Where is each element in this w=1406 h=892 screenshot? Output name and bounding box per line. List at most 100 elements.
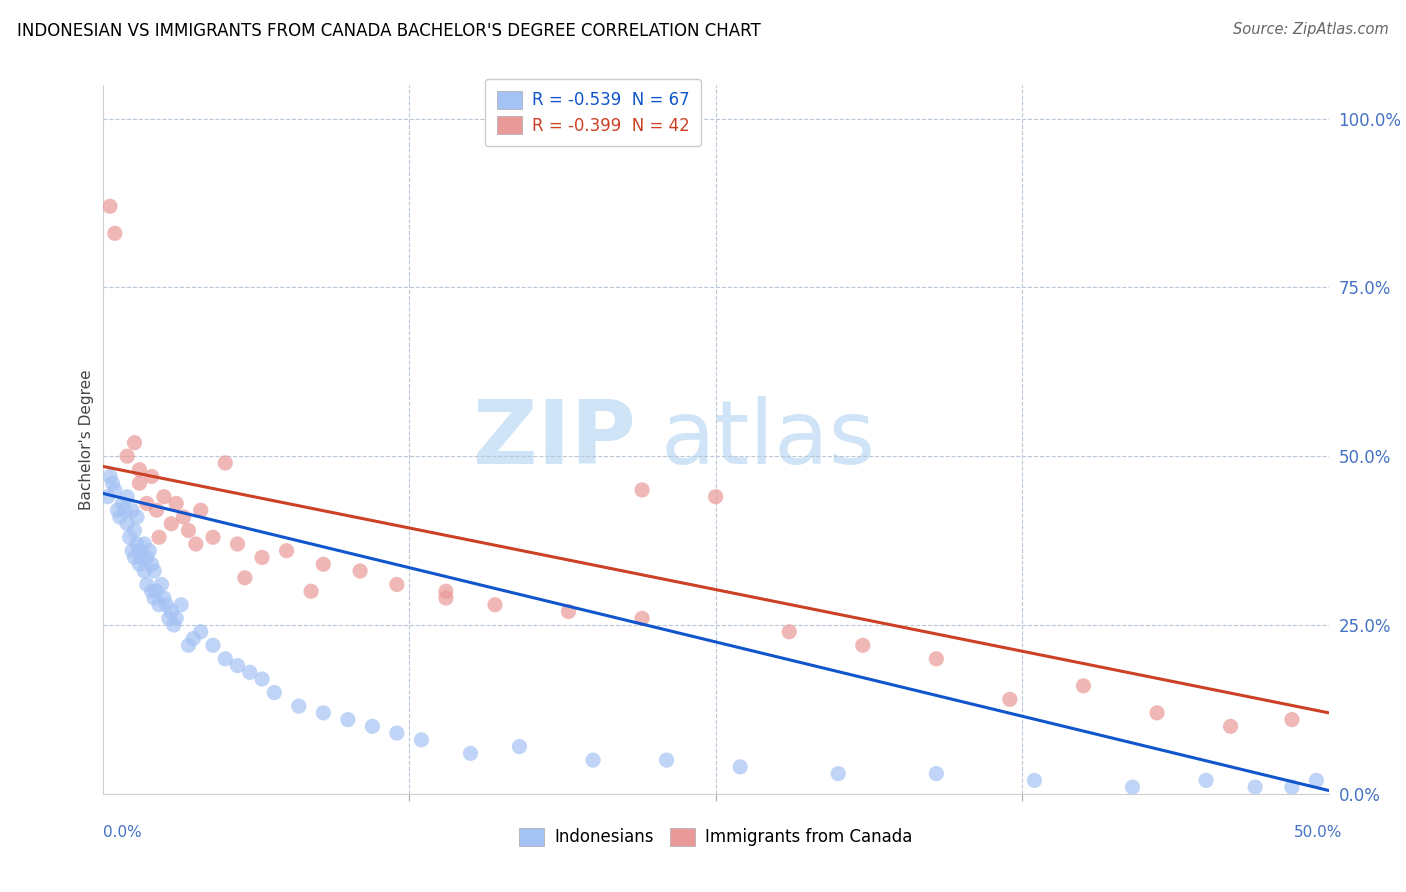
Point — [1073, 679, 1095, 693]
Point — [1024, 773, 1046, 788]
Point — [153, 490, 176, 504]
Point — [239, 665, 262, 680]
Point — [631, 483, 654, 497]
Point — [143, 591, 166, 605]
Y-axis label: Bachelor's Degree: Bachelor's Degree — [79, 369, 94, 509]
Point — [582, 753, 605, 767]
Point — [150, 577, 173, 591]
Point — [925, 652, 948, 666]
Point — [484, 598, 506, 612]
Point — [312, 558, 335, 572]
Point — [201, 530, 224, 544]
Point — [184, 537, 207, 551]
Point — [145, 503, 167, 517]
Point — [135, 550, 157, 565]
Point — [1281, 780, 1303, 794]
Point — [1146, 706, 1168, 720]
Legend: Indonesians, Immigrants from Canada: Indonesians, Immigrants from Canada — [512, 821, 920, 853]
Point — [263, 685, 285, 699]
Point — [115, 516, 138, 531]
Point — [226, 537, 249, 551]
Point — [214, 652, 236, 666]
Point — [160, 516, 183, 531]
Point — [128, 463, 150, 477]
Point — [118, 530, 141, 544]
Point — [250, 550, 273, 565]
Point — [201, 638, 224, 652]
Point — [157, 611, 180, 625]
Point — [124, 435, 146, 450]
Point — [385, 577, 408, 591]
Point — [148, 530, 170, 544]
Point — [233, 571, 256, 585]
Point — [124, 524, 146, 538]
Point — [557, 605, 579, 619]
Point — [108, 510, 131, 524]
Point — [728, 760, 751, 774]
Point — [135, 577, 157, 591]
Point — [143, 564, 166, 578]
Point — [288, 699, 311, 714]
Point — [852, 638, 875, 652]
Point — [1219, 719, 1241, 733]
Point — [115, 490, 138, 504]
Point — [101, 476, 124, 491]
Point — [138, 543, 160, 558]
Point — [145, 584, 167, 599]
Point — [141, 469, 163, 483]
Point — [121, 503, 143, 517]
Point — [183, 632, 205, 646]
Point — [131, 550, 153, 565]
Point — [434, 584, 457, 599]
Point — [361, 719, 384, 733]
Point — [190, 624, 212, 639]
Text: INDONESIAN VS IMMIGRANTS FROM CANADA BACHELOR'S DEGREE CORRELATION CHART: INDONESIAN VS IMMIGRANTS FROM CANADA BAC… — [17, 22, 761, 40]
Point — [704, 490, 727, 504]
Point — [163, 618, 186, 632]
Point — [165, 496, 187, 510]
Point — [1305, 773, 1327, 788]
Point — [925, 766, 948, 780]
Point — [125, 537, 148, 551]
Point — [226, 658, 249, 673]
Point — [134, 537, 156, 551]
Point — [349, 564, 371, 578]
Point — [778, 624, 800, 639]
Text: 50.0%: 50.0% — [1295, 825, 1343, 840]
Text: Source: ZipAtlas.com: Source: ZipAtlas.com — [1233, 22, 1389, 37]
Point — [125, 510, 148, 524]
Point — [104, 227, 127, 241]
Point — [177, 524, 200, 538]
Point — [1244, 780, 1267, 794]
Point — [214, 456, 236, 470]
Text: 0.0%: 0.0% — [103, 825, 142, 840]
Point — [299, 584, 322, 599]
Point — [128, 558, 150, 572]
Point — [115, 449, 138, 463]
Point — [128, 543, 150, 558]
Point — [141, 584, 163, 599]
Point — [141, 558, 163, 572]
Point — [998, 692, 1021, 706]
Point — [98, 469, 121, 483]
Point — [1195, 773, 1218, 788]
Point — [508, 739, 530, 754]
Point — [134, 564, 156, 578]
Point — [827, 766, 849, 780]
Text: atlas: atlas — [661, 396, 876, 483]
Point — [148, 598, 170, 612]
Point — [655, 753, 678, 767]
Text: ZIP: ZIP — [474, 396, 636, 483]
Point — [1121, 780, 1143, 794]
Point — [170, 598, 193, 612]
Point — [124, 550, 146, 565]
Point — [411, 732, 433, 747]
Point — [434, 591, 457, 605]
Point — [173, 510, 195, 524]
Point — [631, 611, 654, 625]
Point — [385, 726, 408, 740]
Point — [276, 543, 298, 558]
Point — [105, 503, 128, 517]
Point — [121, 543, 143, 558]
Point — [114, 503, 136, 517]
